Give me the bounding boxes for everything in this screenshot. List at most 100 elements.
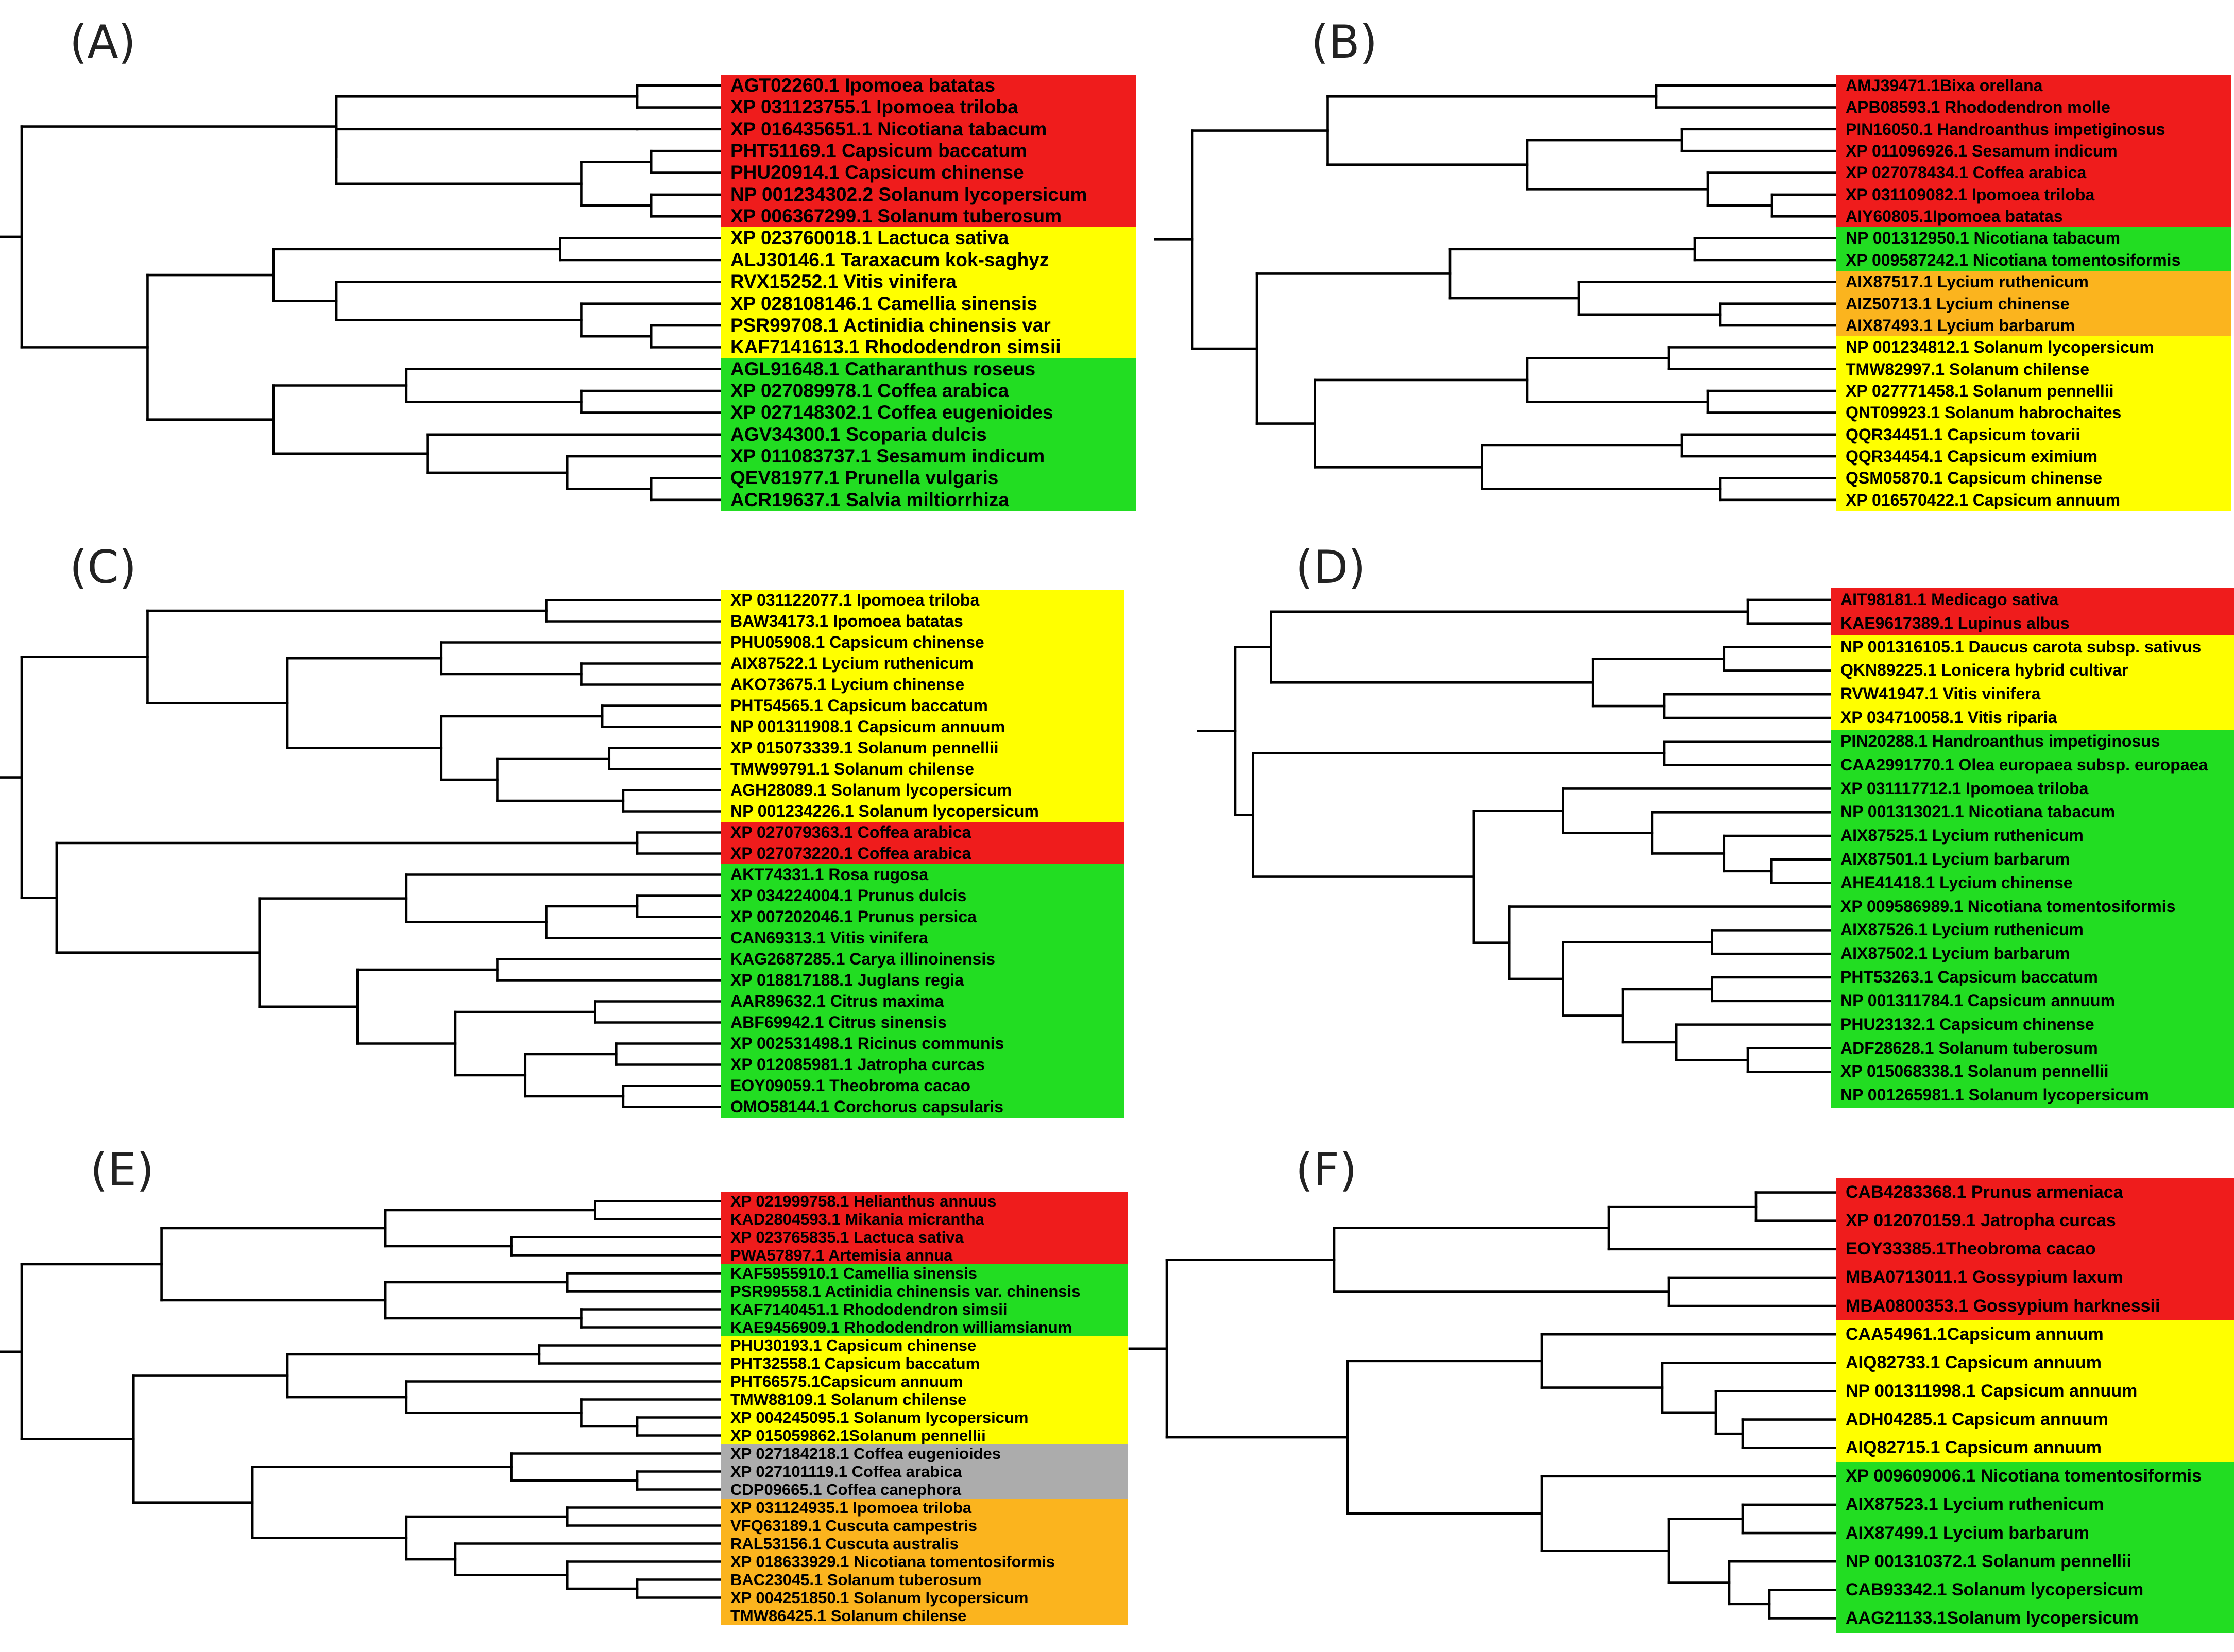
tip-label: XP 031117712.1 Ipomoea triloba [1831,777,2234,801]
tip-label: PSR99558.1 Actinidia chinensis var. chin… [721,1282,1128,1301]
panel-d: (D) AIT98181.1 Medicago sativa KAE9617389… [1118,530,2234,1110]
panel-c: (C) XP 031122077.1 Ipomoea triloba BAW341… [0,530,1124,1118]
tip-label: XP 027771458.1 Solanum pennellii [1836,380,2231,402]
tip-label: XP 021999758.1 Helianthus annuus [721,1192,1128,1211]
tip-label: XP 016570422.1 Capsicum annuum [1836,489,2231,511]
tip-label: CDP09665.1 Coffea canephora [721,1481,1128,1499]
tip-label: XP 027101119.1 Coffea arabica [721,1462,1128,1481]
tip-label: XP 015068338.1 Solanum pennellii [1831,1060,2234,1084]
tree-branches [1197,598,1833,1073]
tip-label: XP 034710058.1 Vitis riparia [1831,706,2234,730]
tip-label: PHT54565.1 Capsicum baccatum [721,695,1124,717]
tip-label: MBA0800353.1 Gossypium harknessii [1836,1292,2234,1321]
tip-label: ALJ30146.1 Taraxacum kok-saghyz [721,249,1136,271]
panel-b: (B) AMJ39471.1Bixa orellana APB08593.1 Rh… [1118,0,2234,525]
tip-label: XP 006367299.1 Solanum tuberosum [721,205,1136,228]
tip-label: PSR99708.1 Actinidia chinensis var [721,314,1136,337]
tip-label: AIX87523.1 Lycium ruthenicum [1836,1490,2234,1520]
tip-label: ACR19637.1 Salvia miltiorrhiza [721,489,1136,511]
tip-label: XP 023760018.1 Lactuca sativa [721,227,1136,250]
tip-label: RAL53156.1 Cuscuta australis [721,1535,1128,1553]
tip-label: KAD2804593.1 Mikania micrantha [721,1210,1128,1229]
tip-label: AAG21133.1Solanum lycopersicum [1836,1604,2234,1633]
panel-label: (C) [70,541,137,594]
tree-branches [0,599,723,1108]
tip-label: XP 007202046.1 Prunus persica [721,906,1124,928]
panel-f: (F) CAB4283368.1 Prunus armeniaca XP 0120… [1118,1133,2234,1652]
tip-label: AIX87499.1 Lycium barbarum [1836,1519,2234,1548]
tip-label: AIY60805.1Ipomoea batatas [1836,205,2231,228]
panel-label: (F) [1295,1143,1357,1196]
tip-label: AIX87525.1 Lycium ruthenicum [1831,824,2234,848]
tip-label: XP 031123755.1 Ipomoea triloba [721,96,1136,119]
tip-label: NP 001234812.1 Solanum lycopersicum [1836,336,2231,359]
tip-label: PHU23132.1 Capsicum chinense [1831,1012,2234,1037]
tip-label: XP 027089978.1 Coffea arabica [721,380,1136,402]
tip-label: XP 031124935.1 Ipomoea triloba [721,1499,1128,1517]
tip-label: PHT51169.1 Capsicum baccatum [721,140,1136,162]
tip-label: VFQ63189.1 Cuscuta campestris [721,1517,1128,1535]
tip-label: NP 001265981.1 Solanum lycopersicum [1831,1083,2234,1108]
tip-label: AIX87526.1 Lycium ruthenicum [1831,918,2234,942]
tip-label: NP 001316105.1 Daucus carota subsp. sati… [1831,635,2234,660]
tip-label: AGH28089.1 Solanum lycopersicum [721,780,1124,801]
tip-label: AIZ50713.1 Lycium chinense [1836,292,2231,315]
tree-branches [0,1200,723,1599]
tip-label: AHE41418.1 Lycium chinense [1831,871,2234,896]
tip-label: XP 009586989.1 Nicotiana tomentosiformis [1831,894,2234,919]
tip-label: AGL91648.1 Catharanthus roseus [721,358,1136,381]
tip-label: PIN20288.1 Handroanthus impetiginosus [1831,729,2234,754]
tip-label: OMO58144.1 Corchorus capsularis [721,1096,1124,1118]
tip-label: PHT32558.1 Capsicum baccatum [721,1354,1128,1373]
tip-label: XP 027078434.1 Coffea arabica [1836,162,2231,184]
tip-label: AIT98181.1 Medicago sativa [1831,588,2234,612]
tip-label: AIQ82733.1 Capsicum annuum [1836,1348,2234,1378]
panel-a: (A) AGT02260.1 Ipomoea batatas XP 0311237… [0,0,1136,525]
tip-label: XP 031122077.1 Ipomoea triloba [721,590,1124,611]
tip-label: XP 009609006.1 Nicotiana tomentosiformis [1836,1462,2234,1491]
tip-label: NP 001311784.1 Capsicum annuum [1831,989,2234,1013]
tip-label: XP 011083737.1 Sesamum indicum [721,445,1136,468]
tip-label: XP 027079363.1 Coffea arabica [721,822,1124,844]
tip-label: BAC23045.1 Solanum tuberosum [721,1571,1128,1589]
tree-branches [1128,1191,1838,1620]
tip-label: AGV34300.1 Scoparia dulcis [721,423,1136,446]
tip-label: CAN69313.1 Vitis vinifera [721,927,1124,949]
tip-label: TMW88109.1 Solanum chilense [721,1390,1128,1409]
tip-label: KAF7140451.1 Rhododendron simsii [721,1300,1128,1319]
tip-label: BAW34173.1 Ipomoea batatas [721,611,1124,632]
tip-label: KAE9456909.1 Rhododendron williamsianum [721,1318,1128,1337]
tip-label: CAB4283368.1 Prunus armeniaca [1836,1178,2234,1207]
tip-label: XP 031109082.1 Ipomoea triloba [1836,183,2231,206]
tip-label: RVX15252.1 Vitis vinifera [721,271,1136,294]
tip-label: XP 015059862.1Solanum pennellii [721,1426,1128,1445]
tip-label: QQR34454.1 Capsicum eximium [1836,445,2231,468]
tip-label: QEV81977.1 Prunella vulgaris [721,467,1136,490]
tip-label: EOY33385.1Theobroma cacao [1836,1235,2234,1264]
tip-label: KAF7141613.1 Rhododendron simsii [721,336,1136,359]
panel-label: (E) [90,1143,155,1196]
tip-label: MBA0713011.1 Gossypium laxum [1836,1263,2234,1293]
tip-label: AIQ82715.1 Capsicum annuum [1836,1434,2234,1462]
tip-label: QKN89225.1 Lonicera hybrid cultivar [1831,659,2234,683]
tip-label: KAG2687285.1 Carya illinoinensis [721,949,1124,970]
tip-label: CAA54961.1Capsicum annuum [1836,1320,2234,1349]
tip-label: XP 012085981.1 Jatropha curcas [721,1054,1124,1076]
tip-label: XP 012070159.1 Jatropha curcas [1836,1207,2234,1235]
tip-label: PWA57897.1 Artemisia annua [721,1246,1128,1265]
tip-label: PHU30193.1 Capsicum chinense [721,1336,1128,1355]
tip-label: TMW82997.1 Solanum chilense [1836,358,2231,381]
tip-label: XP 034224004.1 Prunus dulcis [721,885,1124,907]
tip-label: PHU20914.1 Capsicum chinense [721,162,1136,184]
tip-label: CAA2991770.1 Olea europaea subsp. europa… [1831,753,2234,778]
tip-label: NP 001311998.1 Capsicum annuum [1836,1376,2234,1406]
tip-label: KAF5955910.1 Camellia sinensis [721,1264,1128,1283]
tip-label: AIX87502.1 Lycium barbarum [1831,942,2234,966]
tip-label: ABF69942.1 Citrus sinensis [721,1012,1124,1034]
panel-label: (D) [1295,541,1366,594]
tip-label: XP 011096926.1 Sesamum indicum [1836,140,2231,162]
panel-label: (A) [70,15,136,68]
tip-label: AIX87517.1 Lycium ruthenicum [1836,271,2231,294]
tip-label: PHT66575.1Capsicum annuum [721,1372,1128,1391]
tip-label: NP 001310372.1 Solanum pennellii [1836,1547,2234,1576]
